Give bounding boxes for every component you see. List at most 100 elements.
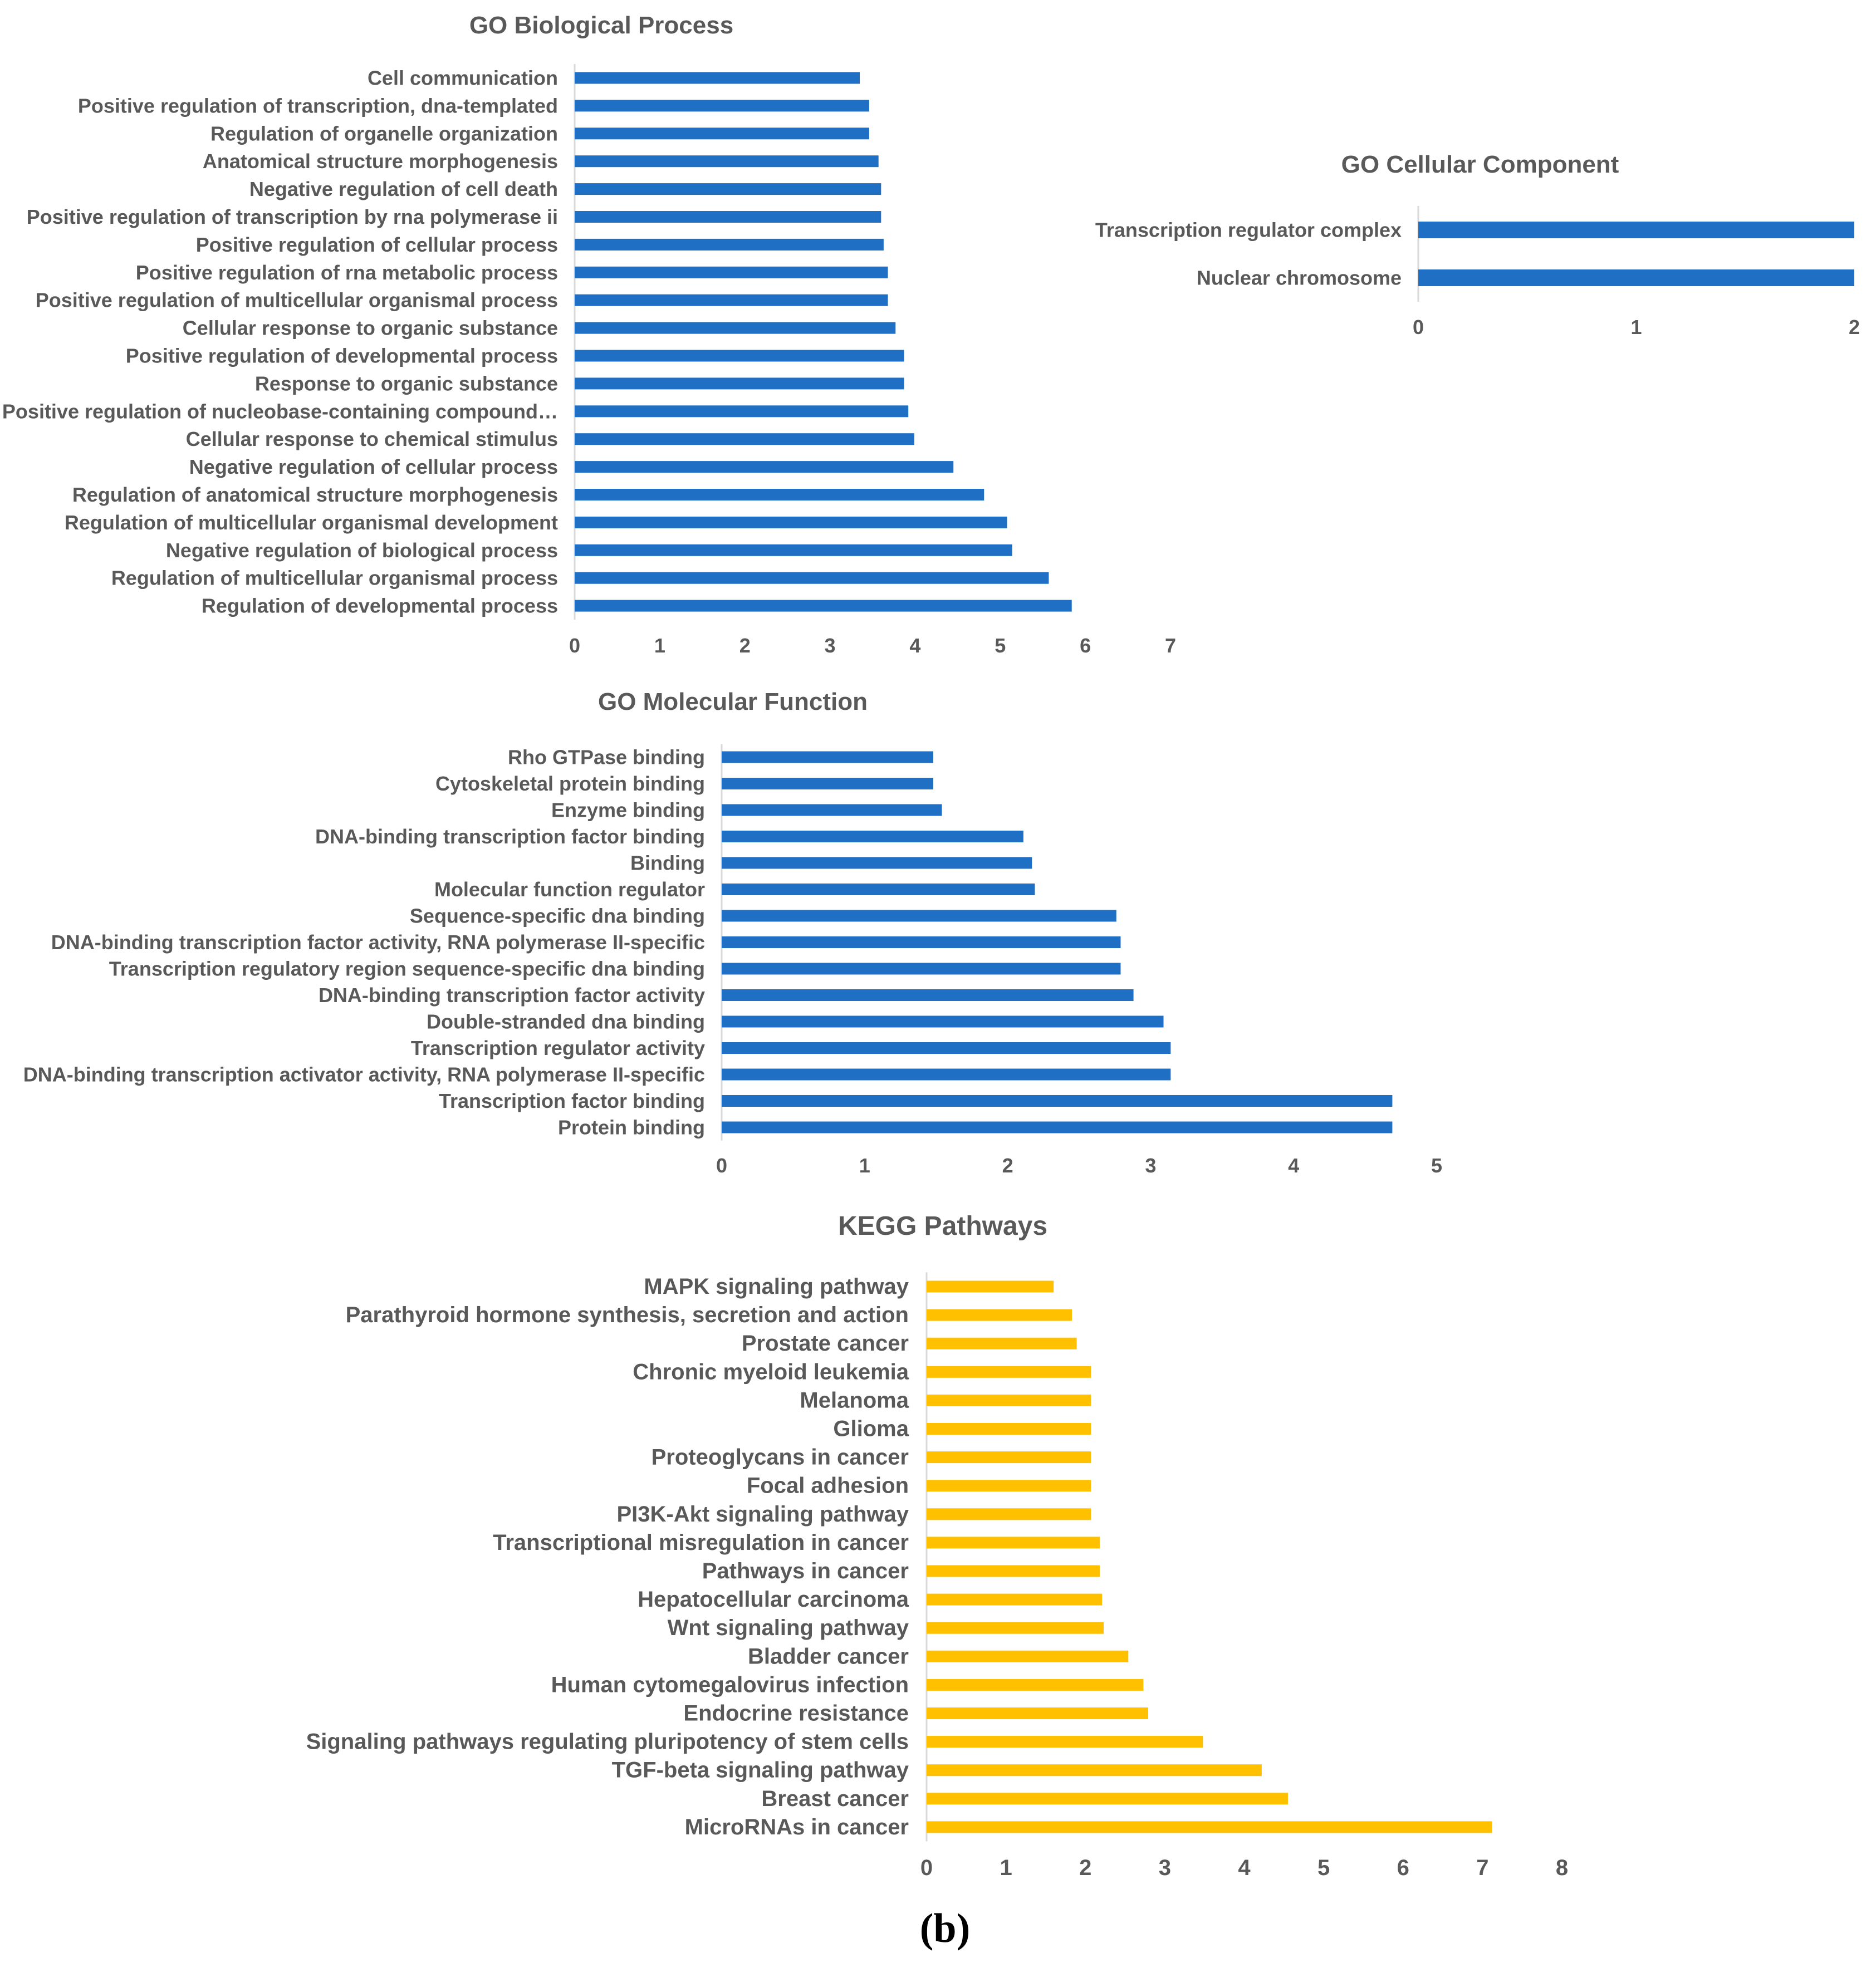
bp-x-tick-label: 0 [569, 634, 580, 657]
cc-category-label: Nuclear chromosome [1197, 267, 1402, 289]
bp-category-label: Positive regulation of rna metabolic pro… [136, 261, 558, 284]
kegg-category-label: Bladder cancer [748, 1644, 909, 1668]
mf-category-label: Transcription regulator activity [411, 1037, 705, 1059]
kegg-bar [927, 1309, 1072, 1321]
go-cellular-component-chart: GO Cellular Component Transcription regul… [1095, 151, 1860, 338]
mf-category-label: Binding [630, 852, 705, 875]
cc-x-tick-label: 0 [1413, 316, 1424, 338]
mf-category-label: DNA-binding transcription activator acti… [23, 1063, 705, 1086]
kegg-x-tick-label: 7 [1476, 1856, 1488, 1880]
bp-category-label: Positive regulation of cellular process [196, 233, 558, 256]
kegg-x-tick-label: 8 [1556, 1856, 1568, 1880]
mf-x-tick-label: 3 [1145, 1154, 1156, 1177]
kegg-bar [927, 1451, 1091, 1464]
bp-category-label: Negative regulation of cell death [249, 178, 558, 200]
bp-bar [575, 127, 869, 140]
bp-category-label: Negative regulation of biological proces… [166, 539, 558, 562]
bp-bar [575, 433, 914, 445]
bp-bar [575, 266, 888, 278]
kegg-pathways-chart: KEGG Pathways MAPK signaling pathway Parat… [306, 1211, 1569, 1880]
kegg-category-label: Pathways in cancer [702, 1559, 909, 1583]
kegg-bar [927, 1593, 1103, 1606]
kegg-category-label: Glioma [833, 1417, 909, 1441]
bp-bar [575, 238, 884, 251]
bp-category-label: Cellular response to chemical stimulus [186, 428, 558, 450]
kegg-bar [927, 1650, 1129, 1662]
mf-x-tick-label: 5 [1431, 1154, 1442, 1177]
kegg-bar [927, 1423, 1091, 1435]
panel-label: (b) [920, 1906, 970, 1951]
mf-bar [722, 963, 1121, 975]
cc-x-tick-label: 2 [1849, 316, 1860, 338]
bp-category-label: Response to organic substance [255, 372, 558, 395]
kegg-bar [927, 1679, 1144, 1691]
kegg-category-label: Proteoglycans in cancer [652, 1445, 909, 1470]
cc-x-tick-label: 1 [1630, 316, 1642, 338]
bp-bar [575, 211, 881, 223]
bp-bar [575, 461, 954, 473]
mf-x-tick-label: 0 [716, 1154, 727, 1177]
kegg-bar [927, 1707, 1148, 1719]
kegg-bar [927, 1480, 1091, 1492]
mf-bar [722, 778, 934, 789]
bp-category-label: Positive regulation of transcription, dn… [78, 94, 558, 117]
mf-category-label: DNA-binding transcription factor activit… [51, 931, 705, 954]
kegg-x-tick-label: 4 [1238, 1856, 1251, 1880]
kegg-category-label: Human cytomegalovirus infection [551, 1672, 909, 1697]
kegg-x-tick-label: 1 [1000, 1856, 1012, 1880]
mf-category-label: Transcription factor binding [439, 1090, 705, 1112]
kegg-category-label: PI3K-Akt signaling pathway [616, 1502, 909, 1527]
kegg-x-tick-label: 3 [1159, 1856, 1171, 1880]
mf-x-tick-label: 1 [859, 1154, 870, 1177]
bp-bar [575, 155, 879, 168]
bp-bar [575, 72, 860, 84]
bp-bar [575, 516, 1007, 528]
kegg-category-label: Hepatocellular carcinoma [638, 1587, 909, 1612]
mf-category-label: Sequence-specific dna binding [410, 905, 705, 927]
mf-category-label: Cytoskeletal protein binding [435, 772, 705, 795]
mf-category-label: Molecular function regulator [434, 878, 705, 901]
mf-bar [722, 831, 1023, 842]
bp-x-tick-label: 5 [995, 634, 1006, 657]
mf-bar [722, 804, 942, 816]
mf-bar [722, 1015, 1164, 1028]
go-molecular-function-chart: GO Molecular Function Rho GTPase binding C… [23, 688, 1442, 1177]
kegg-bar [927, 1764, 1262, 1776]
mf-bar [722, 936, 1121, 948]
bp-bar [575, 489, 984, 500]
bp-bar [575, 183, 881, 195]
kegg-x-tick-label: 5 [1317, 1856, 1330, 1880]
bp-bar [575, 544, 1012, 556]
kegg-x-tick-label: 2 [1079, 1856, 1091, 1880]
bp-category-label: Regulation of multicellular organismal d… [65, 511, 558, 534]
mf-bar [722, 1095, 1393, 1107]
bp-x-tick-label: 4 [909, 634, 920, 657]
bp-category-label: Regulation of organelle organization [210, 122, 558, 145]
kegg-bar [927, 1821, 1492, 1833]
kegg-bar [927, 1793, 1288, 1805]
bp-category-label: Positive regulation of developmental pro… [126, 345, 558, 367]
mf-bar [722, 884, 1035, 895]
kegg-bar [927, 1537, 1100, 1549]
kegg-category-label: MicroRNAs in cancer [685, 1815, 909, 1839]
bp-chart-title: GO Biological Process [469, 12, 733, 39]
bp-x-tick-label: 3 [825, 634, 836, 657]
kegg-bar [927, 1565, 1100, 1577]
kegg-x-tick-label: 0 [920, 1856, 933, 1880]
bp-bar [575, 405, 909, 418]
mf-bar [722, 857, 1032, 869]
bp-category-label: Anatomical structure morphogenesis [203, 150, 558, 173]
mf-bar [722, 1042, 1171, 1054]
bp-bar [575, 100, 869, 112]
bp-bar [575, 294, 888, 306]
bp-category-label: Regulation of multicellular organismal p… [111, 567, 558, 590]
kegg-category-label: Chronic myeloid leukemia [633, 1360, 909, 1384]
mf-category-label: Enzyme binding [551, 799, 705, 822]
kegg-category-label: MAPK signaling pathway [644, 1274, 909, 1299]
kegg-bar [927, 1394, 1091, 1406]
kegg-category-label: Transcriptional misregulation in cancer [493, 1530, 909, 1555]
kegg-bar [927, 1736, 1203, 1748]
mf-bar [722, 1068, 1171, 1081]
kegg-bar [927, 1337, 1077, 1349]
mf-x-tick-label: 4 [1288, 1154, 1299, 1177]
